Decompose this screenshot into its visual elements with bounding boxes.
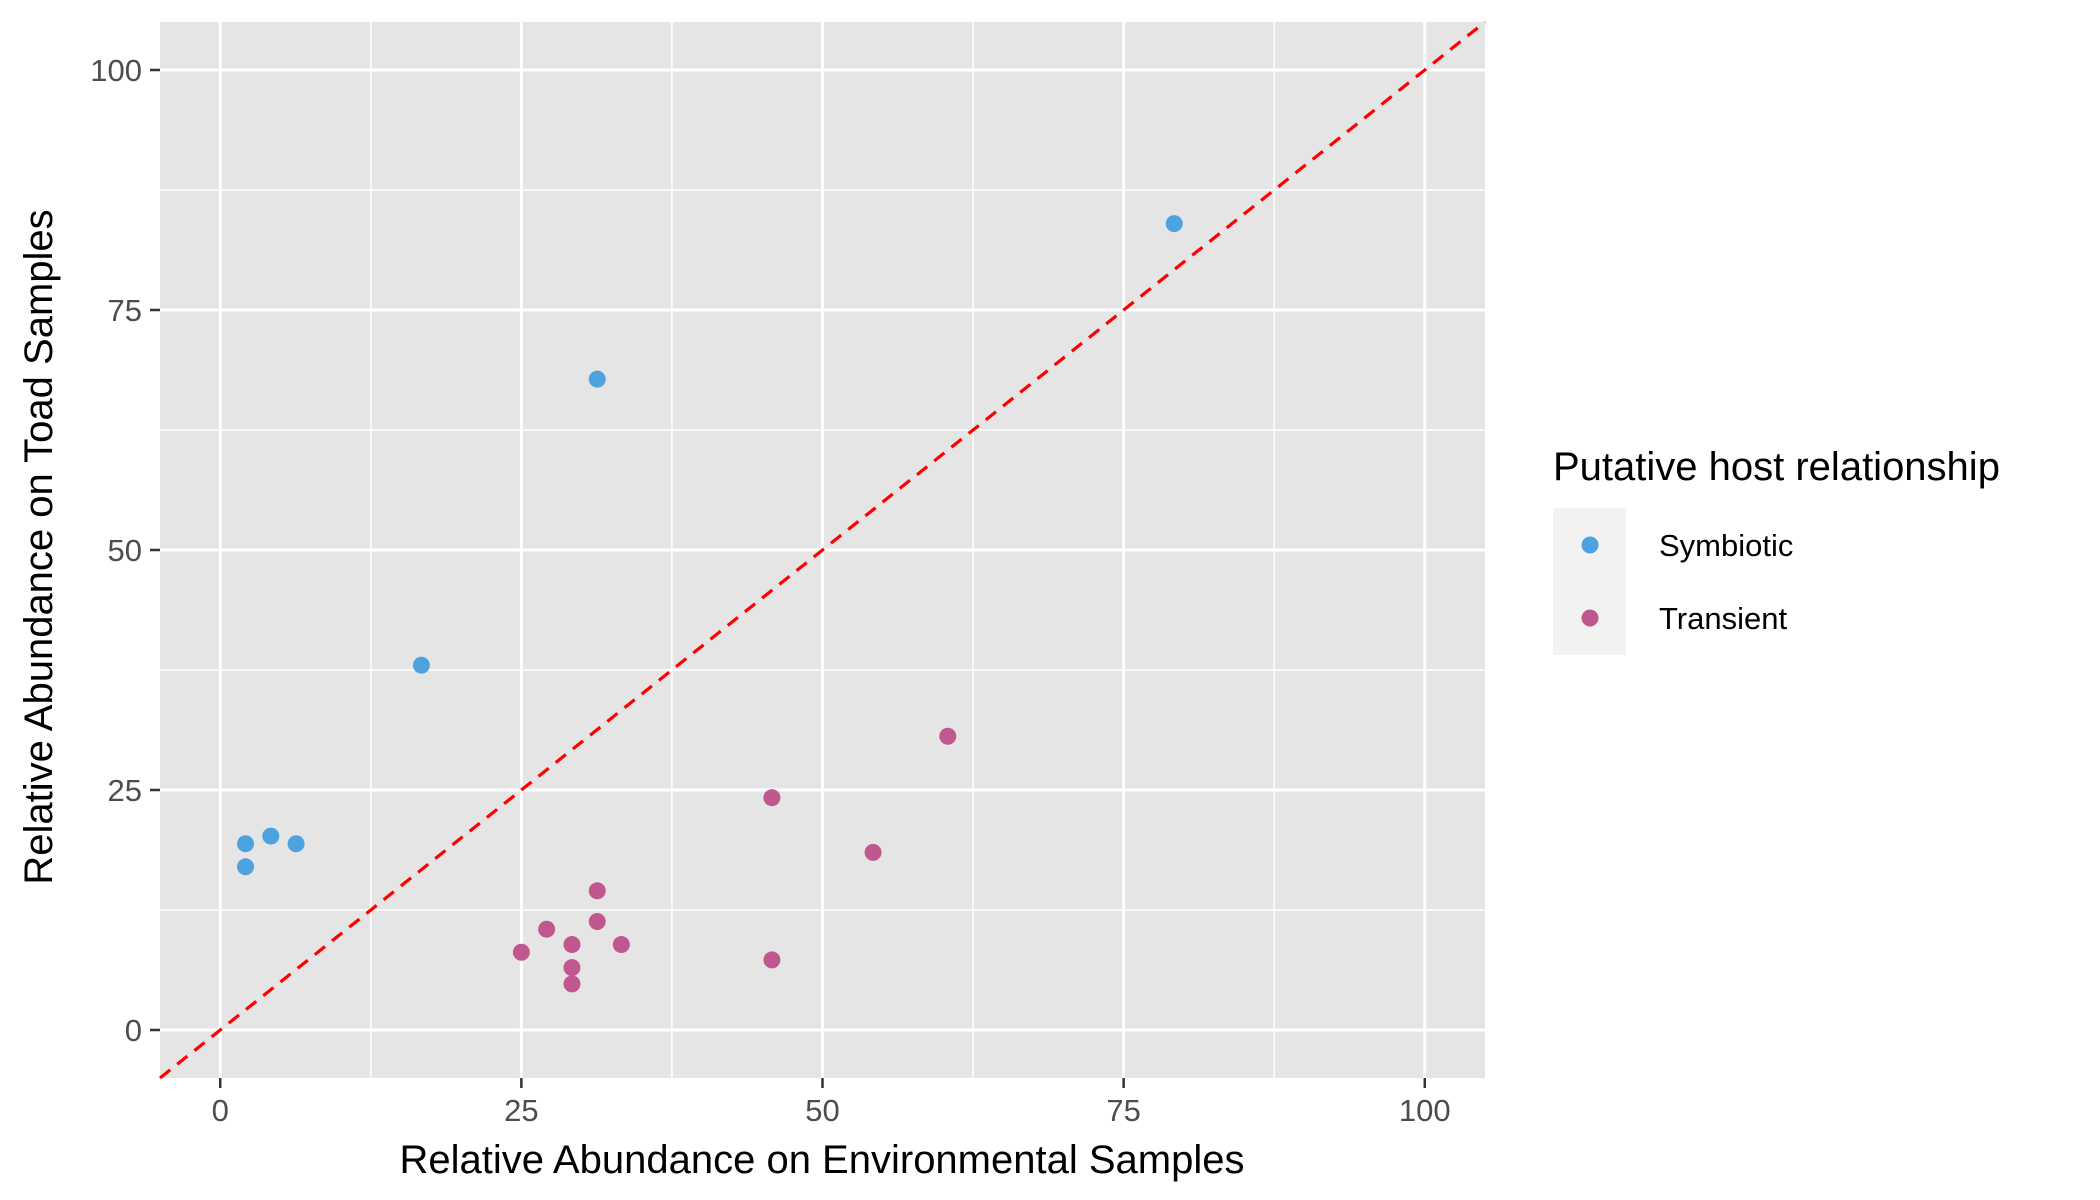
data-point-transient [588, 913, 606, 931]
legend-label-transient: Transient [1659, 601, 1787, 636]
data-point-transient [563, 959, 581, 977]
data-point-symbiotic [588, 370, 606, 388]
data-point-transient [538, 920, 556, 938]
data-point-symbiotic [1165, 215, 1183, 233]
data-point-symbiotic [237, 858, 255, 876]
y-axis-title: Relative Abundance on Toad Samples [17, 209, 61, 884]
data-point-transient [612, 936, 630, 954]
data-point-transient [864, 843, 882, 861]
x-tick-label: 75 [1106, 1093, 1140, 1128]
data-point-transient [939, 727, 957, 745]
reference-line-group [159, 20, 1486, 1080]
legend-key-symbiotic [1581, 536, 1599, 554]
data-point-transient [763, 789, 781, 807]
data-point-symbiotic [237, 835, 255, 853]
y-tick-label: 75 [108, 293, 142, 328]
x-tick-label: 0 [212, 1093, 229, 1128]
x-axis: 0 25 50 75 100 [212, 1078, 1451, 1128]
data-point-transient [563, 975, 581, 993]
legend-title: Putative host relationship [1553, 445, 2000, 489]
y-tick-label: 100 [90, 53, 142, 88]
data-point-symbiotic [287, 835, 305, 853]
data-point-transient [512, 943, 530, 961]
data-point-transient [563, 936, 581, 954]
legend: Putative host relationship Symbiotic Tran… [1553, 445, 2000, 655]
y-tick-label: 50 [108, 533, 142, 568]
data-points [237, 215, 1183, 993]
data-point-transient [763, 951, 781, 969]
x-tick-label: 50 [805, 1093, 839, 1128]
data-point-transient [588, 882, 606, 900]
x-tick-label: 100 [1399, 1093, 1451, 1128]
x-axis-title: Relative Abundance on Environmental Samp… [400, 1138, 1245, 1182]
identity-reference-line [159, 20, 1486, 1080]
legend-label-symbiotic: Symbiotic [1659, 528, 1793, 563]
y-tick-label: 0 [125, 1013, 142, 1048]
legend-key-transient [1581, 609, 1599, 627]
y-tick-label: 25 [108, 773, 142, 808]
data-point-symbiotic [262, 827, 280, 845]
legend-key-background [1553, 508, 1626, 655]
x-tick-label: 25 [504, 1093, 538, 1128]
data-point-symbiotic [412, 656, 430, 674]
y-axis: 0 25 50 75 100 [90, 53, 160, 1048]
